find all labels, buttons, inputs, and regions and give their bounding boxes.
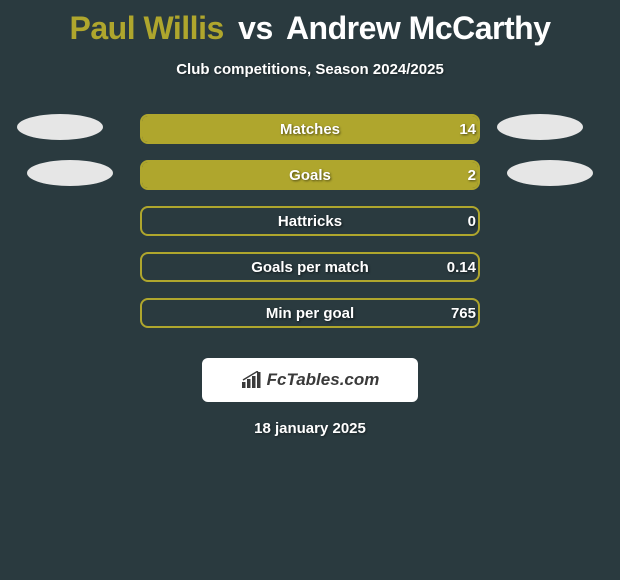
stats-section: Matches 14 Goals 2 Hattricks 0 Goals per [0,114,620,344]
page-title: Paul Willis vs Andrew McCarthy [0,0,620,47]
badge-right-icon [497,114,583,140]
bar-fill [142,116,478,142]
player2-name: Andrew McCarthy [286,10,551,46]
bar-fill [142,162,478,188]
date-label: 18 january 2025 [0,420,620,437]
vs-label: vs [238,10,273,46]
logo: FcTables.com [241,370,380,390]
logo-box[interactable]: FcTables.com [202,358,418,402]
chart-icon [241,371,263,389]
stat-row-goals: Goals 2 [0,160,620,206]
stat-row-mpg: Min per goal 765 [0,298,620,344]
badge-left-icon [17,114,103,140]
bar-track [140,206,480,236]
bar-track [140,298,480,328]
stat-row-hattricks: Hattricks 0 [0,206,620,252]
badge-left-icon [27,160,113,186]
bar-track [140,114,480,144]
subtitle: Club competitions, Season 2024/2025 [0,61,620,78]
player1-name: Paul Willis [70,10,224,46]
logo-text: FcTables.com [267,370,380,390]
bar-track [140,160,480,190]
badge-right-icon [507,160,593,186]
stat-row-gpm: Goals per match 0.14 [0,252,620,298]
stat-row-matches: Matches 14 [0,114,620,160]
bar-track [140,252,480,282]
comparison-card: Paul Willis vs Andrew McCarthy Club comp… [0,0,620,437]
